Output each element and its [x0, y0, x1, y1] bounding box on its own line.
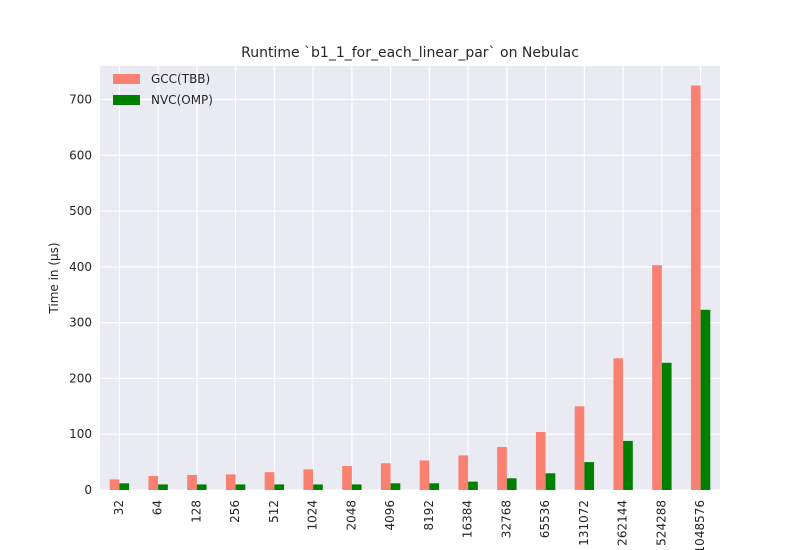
bar-gcc-tbb-4096 [380, 463, 391, 490]
y-axis-ticks: 0 100 200 300 400 500 600 700 [69, 92, 92, 497]
legend-label: NVC(OMP) [151, 93, 213, 107]
x-tick-label: 65536 [538, 500, 552, 538]
y-tick-label: 600 [69, 148, 92, 162]
bar-nvc-omp-256 [235, 484, 246, 490]
x-tick-label: 1024 [306, 500, 320, 531]
bar-nvc-omp-65536 [545, 473, 556, 490]
x-tick-label: 128 [189, 500, 203, 523]
bar-nvc-omp-8192 [429, 483, 440, 490]
x-tick-label: 8192 [422, 500, 436, 531]
x-tick-label: 32768 [499, 500, 513, 538]
bar-nvc-omp-131072 [584, 462, 595, 490]
x-tick-label: 16384 [461, 500, 475, 538]
bar-nvc-omp-16384 [468, 481, 478, 490]
bar-nvc-omp-4096 [390, 483, 401, 490]
legend-swatch [113, 95, 140, 105]
y-tick-label: 0 [84, 483, 92, 497]
bar-gcc-tbb-262144 [613, 358, 624, 490]
bar-gcc-tbb-128 [187, 474, 197, 490]
y-axis-title: Time in (µs) [47, 242, 61, 314]
bar-nvc-omp-64 [158, 484, 168, 490]
x-tick-label: 524288 [654, 500, 668, 546]
y-tick-label: 300 [69, 316, 92, 330]
x-tick-label: 262144 [616, 500, 630, 546]
bar-nvc-omp-512 [274, 484, 285, 490]
bar-gcc-tbb-65536 [535, 431, 546, 490]
y-tick-label: 100 [69, 427, 92, 441]
y-tick-label: 700 [69, 92, 92, 106]
bar-nvc-omp-1024 [313, 484, 323, 490]
bar-gcc-tbb-512 [264, 472, 275, 490]
bar-nvc-omp-524288 [661, 362, 672, 490]
bar-gcc-tbb-32768 [497, 447, 507, 490]
x-tick-label: 64 [151, 500, 165, 515]
chart-title: Runtime `b1_1_for_each_linear_par` on Ne… [241, 45, 579, 61]
bar-gcc-tbb-1048576 [690, 85, 701, 491]
bar-nvc-omp-1048576 [700, 309, 711, 490]
y-tick-label: 500 [69, 204, 92, 218]
x-tick-label: 4096 [383, 500, 397, 531]
x-tick-label: 2048 [344, 500, 358, 531]
legend: GCC(TBB) NVC(OMP) [113, 72, 213, 107]
x-tick-label: 131072 [577, 500, 591, 546]
x-tick-label: 1048576 [693, 500, 707, 550]
x-tick-label: 256 [228, 500, 242, 523]
bar-gcc-tbb-2048 [342, 466, 352, 490]
bar-nvc-omp-262144 [623, 440, 633, 490]
bar-nvc-omp-32768 [506, 478, 517, 490]
bar-gcc-tbb-16384 [458, 455, 469, 490]
legend-swatch [113, 74, 140, 84]
bar-gcc-tbb-32 [109, 479, 120, 490]
x-tick-label: 32 [112, 500, 126, 515]
x-tick-label: 512 [267, 500, 281, 523]
bar-gcc-tbb-64 [148, 476, 159, 490]
bar-gcc-tbb-1024 [303, 469, 314, 490]
bar-nvc-omp-2048 [351, 484, 362, 490]
bar-nvc-omp-32 [119, 483, 130, 490]
bars [109, 85, 711, 491]
bar-gcc-tbb-256 [225, 474, 236, 490]
bar-gcc-tbb-524288 [652, 265, 662, 490]
plot-background [100, 66, 720, 490]
bar-gcc-tbb-131072 [574, 406, 585, 490]
x-axis-ticks: 32 64 128 256 512 1024 2048 4096 8192 16384 32768 6… [112, 500, 707, 550]
legend-label: GCC(TBB) [151, 72, 210, 86]
y-tick-label: 400 [69, 260, 92, 274]
bar-gcc-tbb-8192 [419, 460, 430, 490]
y-tick-label: 200 [69, 371, 92, 385]
bar-nvc-omp-128 [196, 484, 207, 490]
